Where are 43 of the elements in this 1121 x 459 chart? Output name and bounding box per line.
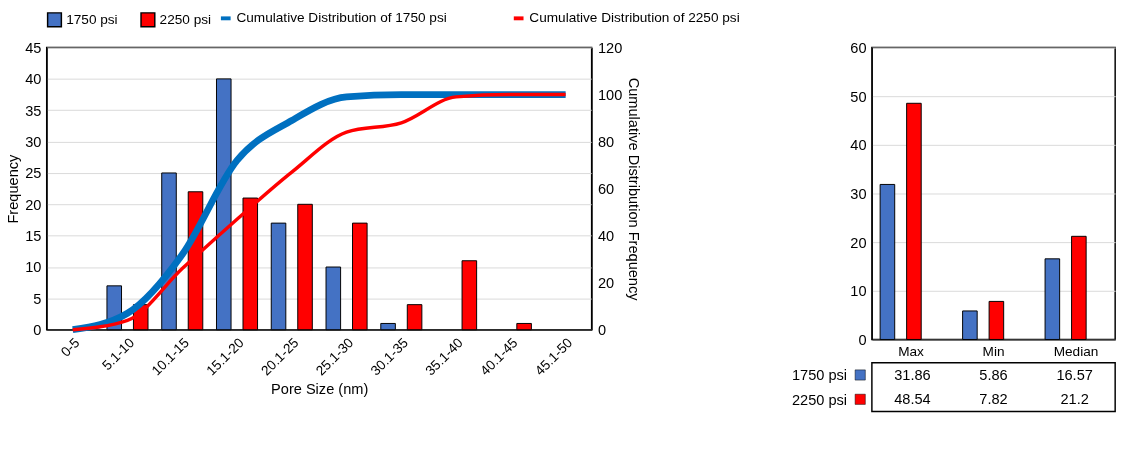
data-label: 7.82 (979, 391, 1008, 408)
y2-tick-label: 120 (597, 39, 623, 56)
y-tick-label: 20 (25, 196, 42, 213)
legend-label: 2250 psi (791, 391, 848, 408)
y-tick-label: 40 (850, 137, 867, 154)
data-label: 48.54 (894, 391, 931, 408)
legend-label: Cumulative Distribution of 2250 psi (529, 10, 740, 26)
y2-axis-title: Cumulative Distribution Frequency (626, 77, 643, 302)
y-tick-label: 10 (850, 283, 867, 300)
data-label: 5.86 (979, 366, 1008, 383)
y2-tick-label: 20 (597, 275, 615, 292)
y-tick-label: 15 (25, 228, 42, 245)
y2-tick-label: 40 (597, 228, 615, 245)
y-tick-label: 35 (25, 102, 42, 119)
y2-tick-label: 80 (597, 133, 615, 150)
x-tick-label: Min (982, 344, 1005, 360)
y-tick-label: 45 (25, 39, 42, 56)
legend-label: 1750 psi (791, 367, 848, 384)
y-tick-label: 30 (25, 133, 42, 150)
data-label: 16.57 (1056, 366, 1093, 383)
y-tick-label: 30 (850, 185, 867, 202)
y-tick-label: 0 (33, 322, 42, 339)
data-label: 31.86 (894, 366, 931, 383)
y-tick-label: 25 (25, 165, 42, 182)
y-tick-label: 10 (25, 259, 42, 276)
y-tick-label: 5 (33, 290, 42, 307)
y2-tick-label: 100 (597, 86, 623, 103)
y-tick-label: 50 (850, 88, 867, 105)
y-tick-label: 60 (850, 39, 867, 56)
data-label: 21.2 (1060, 391, 1089, 408)
y-tick-label: 20 (850, 234, 867, 251)
x-tick-label: Median (1053, 344, 1099, 360)
y-tick-label: 40 (25, 71, 42, 88)
x-axis-title: Pore Size (nm) (271, 380, 369, 397)
y2-tick-label: 60 (597, 180, 615, 197)
y-axis-title: Frequency (5, 153, 22, 224)
y-tick-label: 0 (858, 331, 867, 348)
x-tick-label: 0-5 (57, 335, 83, 360)
y2-tick-label: 0 (597, 322, 607, 339)
legend-label: Cumulative Distribution of 1750 psi (236, 10, 447, 26)
legend-label: 2250 psi (159, 11, 212, 27)
legend-label: 1750 psi (66, 11, 118, 27)
x-tick-label: Max (898, 344, 925, 360)
